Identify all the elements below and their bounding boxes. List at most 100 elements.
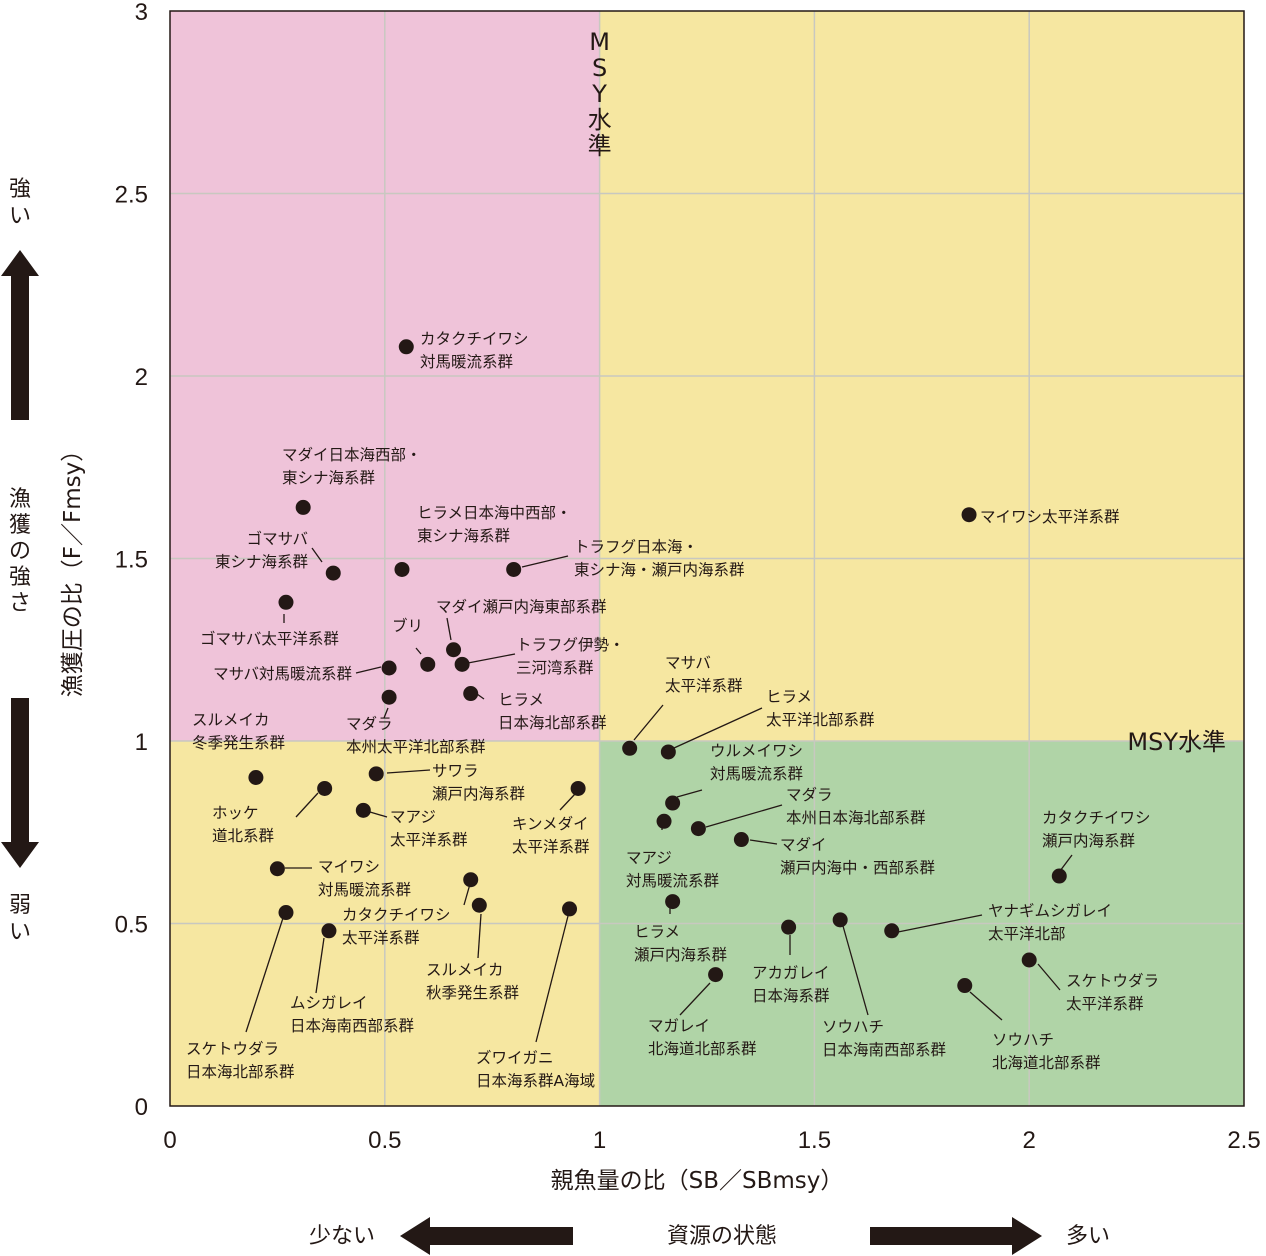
- leader-line: [633, 704, 664, 741]
- point-label: スルメイカ冬季発生系群: [192, 711, 285, 752]
- data-point: [278, 905, 294, 921]
- leader-line: [477, 913, 482, 959]
- point-label: ヒラメ日本海中西部・東シナ海系群: [417, 504, 572, 545]
- data-point: [708, 967, 724, 983]
- y-tick-label: 2.5: [115, 182, 148, 209]
- indicator-fishing-intensity-label: 漁獲の強さ: [9, 487, 31, 616]
- point-label: ヒラメ太平洋北部系群: [766, 688, 875, 729]
- y-tick-label: 2: [135, 364, 148, 391]
- arrow-left-icon: [400, 1217, 573, 1255]
- data-point: [269, 861, 285, 877]
- data-point: [665, 894, 681, 910]
- x-tick-label: 1.5: [798, 1127, 831, 1154]
- point-label: マガレイ北海道北部系群: [648, 1017, 757, 1058]
- data-point: [278, 594, 294, 610]
- x-tick-label: 2.5: [1227, 1127, 1260, 1154]
- point-label: マイワシ太平洋系群: [980, 508, 1120, 526]
- data-point: [562, 901, 578, 917]
- point-label: カタクチイワシ対馬暖流系群: [420, 330, 529, 371]
- indicator-many-label: 多い: [1066, 1224, 1110, 1249]
- data-point: [398, 339, 414, 355]
- arrow-down-icon: [1, 698, 39, 868]
- y-tick-label: 0.5: [115, 912, 148, 939]
- data-point: [1051, 868, 1067, 884]
- data-point: [665, 795, 681, 811]
- data-point: [463, 686, 479, 702]
- point-label: マダラ本州太平洋北部系群: [346, 715, 486, 756]
- point-label: ゴマサバ東シナ海系群: [215, 529, 308, 571]
- point-label: ムシガレイ日本海南西部系群: [290, 994, 414, 1035]
- point-label: アカガレイ日本海系群: [752, 964, 830, 1005]
- data-point: [420, 656, 436, 672]
- point-label: サワラ瀬戸内海系群: [432, 762, 525, 803]
- arrow-up-icon: [1, 250, 39, 420]
- leader-line: [673, 707, 763, 749]
- leader-line: [386, 769, 431, 774]
- data-point: [381, 689, 397, 705]
- tick-labels: 0 0.5 1 1.5 2 2.5 0 0.5 1 1.5 2 2.5 3: [115, 0, 1261, 1154]
- leader-line: [415, 647, 422, 655]
- x-tick-label: 0.5: [368, 1127, 401, 1154]
- data-point: [781, 919, 797, 935]
- data-point: [832, 912, 848, 928]
- data-point: [355, 802, 371, 818]
- x-tick-label: 2: [1023, 1127, 1036, 1154]
- msy-vertical-label: M S Y 水準: [588, 28, 612, 160]
- y-tick-label: 0: [135, 1094, 148, 1121]
- leader-line: [311, 547, 323, 563]
- point-label: カタクチイワシ瀬戸内海系群: [1042, 809, 1151, 850]
- data-point: [656, 813, 672, 829]
- point-label: ホッケ道北系群: [212, 804, 274, 845]
- leader-line: [749, 839, 778, 845]
- point-label: マサバ対馬暖流系群: [213, 665, 352, 683]
- point-label: トラフグ日本海・東シナ海・瀬戸内海系群: [574, 538, 745, 579]
- point-label: ヤナギムシガレイ太平洋北部: [988, 902, 1112, 943]
- data-point: [446, 642, 462, 658]
- leader-line: [467, 653, 516, 664]
- leader-line: [1059, 854, 1073, 872]
- data-point: [248, 770, 264, 785]
- data-point: [317, 780, 333, 796]
- y-tick-label: 1: [135, 729, 148, 756]
- indicator-resource-state-label: 資源の状態: [667, 1224, 777, 1249]
- data-point: [1021, 952, 1037, 968]
- leader-line: [383, 707, 389, 719]
- point-label: マダイ瀬戸内海中・西部系群: [780, 836, 935, 877]
- point-label: ブリ: [392, 616, 423, 635]
- data-point: [381, 660, 397, 676]
- point-label: スケトウダラ日本海北部系群: [186, 1040, 295, 1081]
- data-points: [248, 339, 1067, 994]
- leader-line: [521, 555, 569, 568]
- data-point: [471, 897, 487, 913]
- point-label: ヒラメ日本海北部系群: [498, 691, 607, 732]
- data-point: [884, 923, 900, 939]
- point-label: マサバ太平洋系群: [665, 654, 743, 695]
- indicator-weak-label: 弱い: [9, 893, 31, 945]
- leader-line: [446, 617, 452, 641]
- data-point: [570, 780, 586, 796]
- leader-line: [679, 982, 711, 1016]
- leader-line: [969, 991, 1003, 1021]
- leader-line: [705, 804, 783, 828]
- point-label: ズワイガニ日本海系群A海域: [476, 1049, 595, 1090]
- leader-line: [559, 793, 576, 811]
- leader-line: [535, 915, 569, 1043]
- indicator-strong-label: 強い: [9, 177, 31, 229]
- indicator-few-label: 少ない: [309, 1224, 375, 1249]
- leader-line: [676, 789, 703, 798]
- grid-lines: [169, 10, 1245, 1107]
- point-label: マアジ対馬暖流系群: [626, 849, 719, 890]
- leader-line: [1037, 963, 1061, 991]
- data-point: [506, 561, 522, 577]
- data-point: [368, 766, 384, 782]
- leader-line: [897, 914, 983, 933]
- leader-line: [463, 883, 471, 906]
- leader-line: [476, 693, 485, 700]
- leader-line: [315, 937, 325, 994]
- data-point: [463, 872, 479, 888]
- plot-frame: [169, 10, 1245, 1107]
- leader-line: [245, 917, 284, 1033]
- leader-line: [355, 666, 382, 674]
- point-label: マダイ日本海西部・東シナ海系群: [282, 446, 422, 487]
- data-point: [295, 499, 311, 515]
